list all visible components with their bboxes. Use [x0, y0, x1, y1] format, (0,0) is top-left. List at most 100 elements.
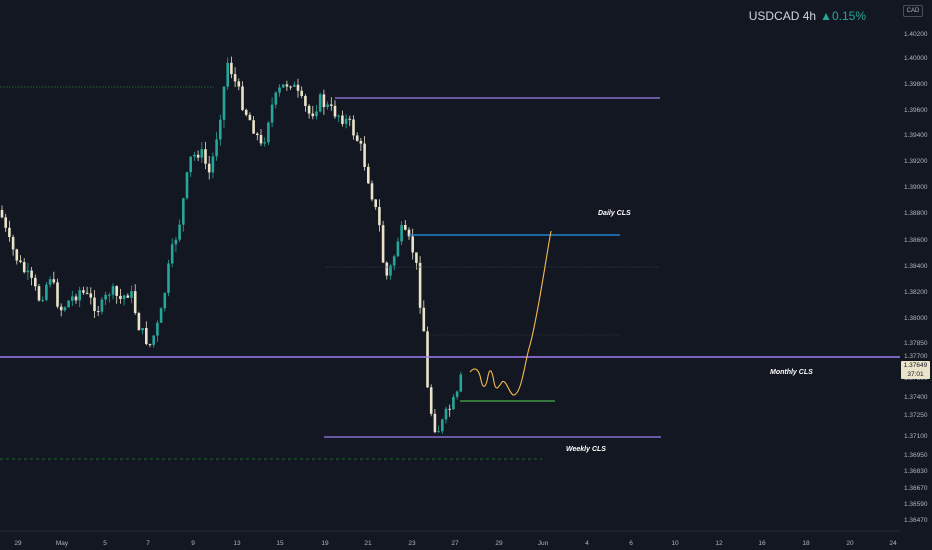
- candle-body: [422, 307, 426, 332]
- time-tick-label: 6: [629, 540, 633, 547]
- candle-body: [322, 94, 326, 108]
- time-tick-label: Jun: [538, 540, 549, 547]
- candle-body: [344, 118, 348, 124]
- candle-body: [448, 408, 451, 410]
- candle-body: [193, 154, 196, 157]
- symbol-header: USDCAD 4h ▲0.15%: [749, 9, 866, 23]
- candle-body: [59, 306, 63, 311]
- candle-body: [122, 295, 126, 299]
- candle-body: [52, 279, 56, 283]
- candle-body: [241, 86, 244, 110]
- candle-body: [159, 308, 163, 323]
- candle-body: [315, 111, 318, 117]
- candle-body: [119, 295, 122, 299]
- candle-body: [341, 115, 344, 124]
- candle-body: [330, 104, 333, 106]
- price-tick-label: 1.37400: [904, 394, 928, 401]
- candle-body: [452, 396, 455, 410]
- time-tick-label: 29: [14, 540, 22, 547]
- candle-body: [411, 236, 414, 253]
- candle-body: [15, 249, 19, 261]
- candle-body: [137, 313, 141, 331]
- candle-body: [337, 115, 340, 117]
- candle-body: [126, 295, 130, 298]
- candles-layer: [0, 56, 463, 434]
- candle-body: [307, 105, 311, 114]
- candle-body: [459, 374, 463, 392]
- candle-body: [30, 270, 33, 278]
- price-tick-label: 1.37250: [904, 412, 928, 419]
- price-tick-label: 1.36830: [904, 468, 928, 475]
- candle-body: [363, 143, 366, 167]
- candle-body: [48, 279, 52, 285]
- time-tick-label: 7: [146, 540, 150, 547]
- time-tick-label: 21: [364, 540, 372, 547]
- candle-body: [11, 237, 15, 250]
- candle-body: [437, 431, 440, 433]
- candle-body: [318, 94, 322, 112]
- time-axis[interactable]: 29 May 5 7 9 13 15 19 21 23 27 29 Jun 4 6 10 12 16 18 20 24: [0, 530, 900, 547]
- last-price: 1.37649: [903, 362, 928, 369]
- candle-body: [392, 256, 396, 266]
- candle-body: [270, 104, 274, 123]
- price-tick-label: 1.38400: [904, 263, 928, 270]
- candle-body: [22, 262, 26, 273]
- time-tick-label: May: [56, 540, 69, 547]
- candle-body: [367, 166, 370, 184]
- candle-body: [185, 172, 189, 199]
- price-tick-label: 1.38000: [904, 315, 928, 322]
- candle-body: [441, 419, 444, 432]
- price-tick-label: 1.39800: [904, 81, 928, 88]
- candle-body: [8, 227, 11, 238]
- candle-body: [252, 120, 255, 134]
- candle-body: [256, 133, 259, 136]
- time-tick-label: 4: [585, 540, 589, 547]
- time-tick-label: 9: [191, 540, 195, 547]
- candle-body: [145, 328, 148, 345]
- candle-body: [141, 328, 144, 331]
- candle-body: [19, 260, 22, 263]
- price-tick-label: 1.39400: [904, 132, 928, 139]
- candle-body: [111, 286, 115, 295]
- candle-body: [352, 119, 355, 136]
- candle-body: [300, 90, 303, 96]
- candle-body: [418, 262, 422, 308]
- candle-body: [278, 87, 281, 93]
- candle-body: [204, 149, 207, 164]
- time-tick-label: 29: [495, 540, 503, 547]
- candle-body: [396, 241, 400, 257]
- daily-cls-label: Daily CLS: [598, 210, 631, 217]
- price-tick-label: 1.40000: [904, 55, 928, 62]
- bar-countdown: 37:01: [907, 371, 924, 378]
- price-tick-label: 1.39200: [904, 158, 928, 165]
- weekly-cls-label: Weekly CLS: [566, 446, 606, 453]
- candle-body: [41, 300, 44, 302]
- candle-body: [156, 322, 159, 336]
- price-tick-label: 1.36950: [904, 452, 928, 459]
- candle-body: [219, 119, 222, 140]
- candle-body: [152, 335, 155, 345]
- currency-badge[interactable]: CAD: [903, 5, 923, 17]
- candle-body: [426, 331, 429, 388]
- candle-body: [67, 300, 70, 308]
- candle-body: [104, 294, 107, 300]
- candle-body: [289, 86, 292, 88]
- candle-body: [26, 270, 30, 273]
- time-tick-label: 19: [321, 540, 329, 547]
- price-tick-label: 1.40200: [904, 31, 928, 38]
- candle-body: [108, 294, 111, 296]
- candle-body: [100, 299, 104, 312]
- candle-body: [415, 252, 418, 263]
- candle-body: [429, 387, 433, 414]
- candle-body: [359, 140, 363, 144]
- change-label: ▲0.15%: [820, 9, 866, 23]
- candle-body: [215, 139, 218, 157]
- price-axis[interactable]: 1.40200 1.40000 1.39800 1.39600 1.39400 1.392…: [900, 0, 932, 550]
- levels-layer: Daily CLS Monthly CLS Weekly CLS: [0, 86, 900, 460]
- candle-body: [207, 163, 211, 173]
- candle-body: [189, 156, 192, 173]
- candle-body: [378, 207, 381, 226]
- candle-body: [259, 135, 263, 144]
- time-tick-label: 27: [451, 540, 459, 547]
